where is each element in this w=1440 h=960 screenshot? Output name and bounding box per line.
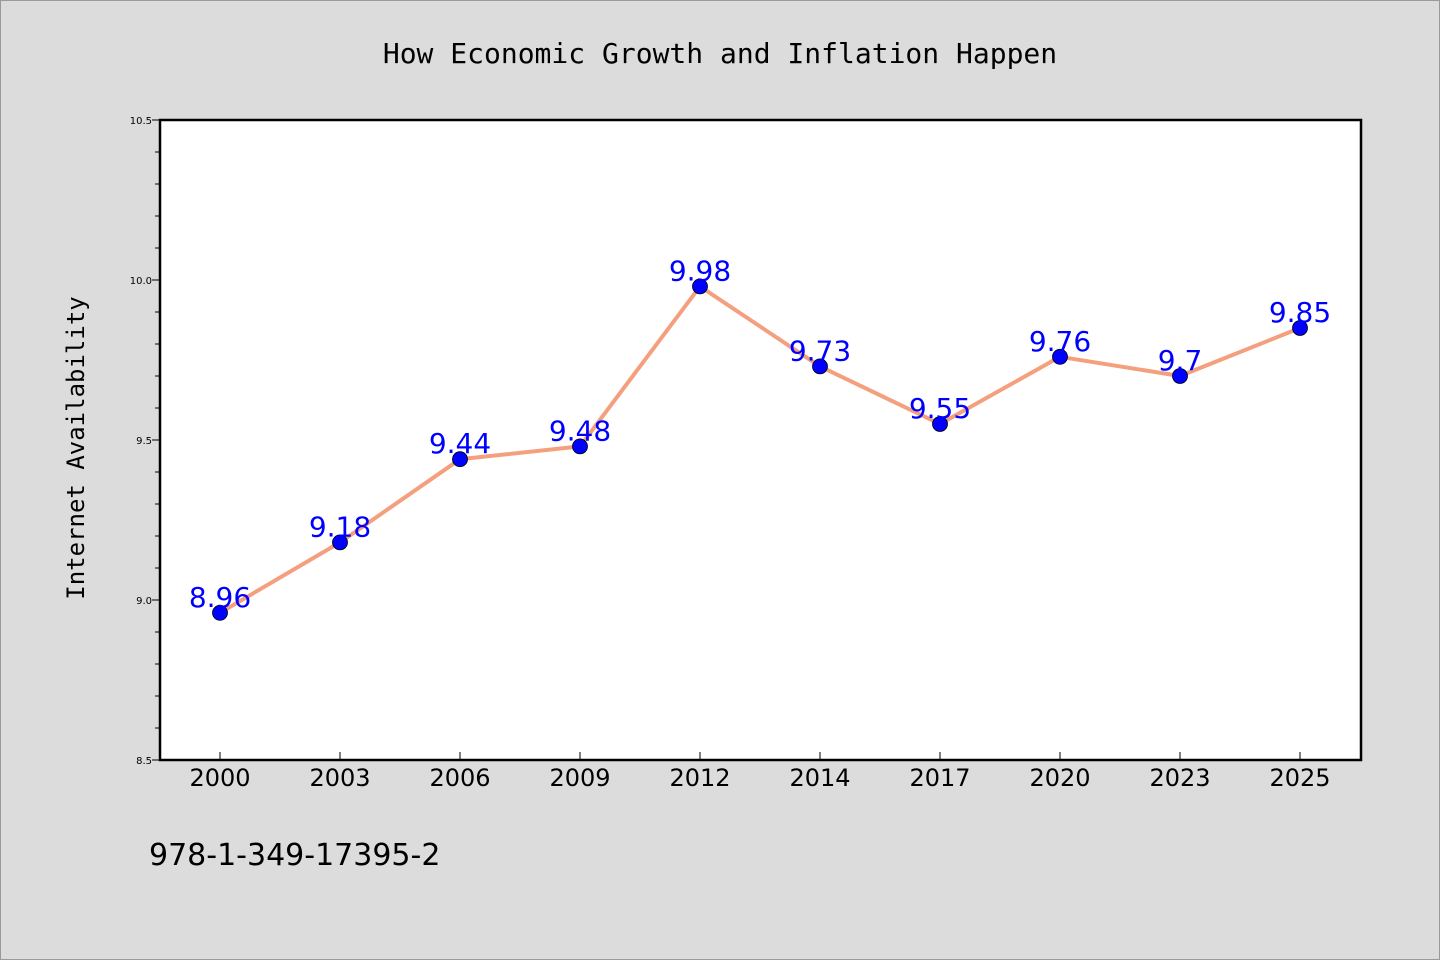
plot-area xyxy=(158,118,1363,762)
data-point xyxy=(452,451,468,468)
chart-title: How Economic Growth and Inflation Happen xyxy=(383,37,1057,70)
x-tick-label: 2017 xyxy=(909,764,970,792)
y-tick-label: 10.0 xyxy=(130,276,152,287)
data-point xyxy=(212,604,228,621)
y-tick-label: 9.5 xyxy=(136,436,152,447)
data-point xyxy=(1292,320,1308,336)
x-tick-label: 2009 xyxy=(549,764,610,792)
data-label: 9.85 xyxy=(1269,296,1331,329)
data-point xyxy=(812,358,828,375)
data-label: 9.76 xyxy=(1029,325,1091,358)
data-point xyxy=(1172,368,1188,384)
x-tick-label: 2014 xyxy=(789,764,850,792)
x-axis-ticks: 2000 2003 2006 2009 2012 2014 2017 2020 2023 2025 xyxy=(189,752,1331,792)
x-tick-label: 2003 xyxy=(309,764,370,792)
series-layer: 8.96 9.18 9.44 9.48 9.98 9.73 9.55 9.76 9.7 9.85 xyxy=(189,254,1331,621)
x-tick-label: 2006 xyxy=(429,764,490,792)
data-label: 9.73 xyxy=(789,334,851,367)
series-line xyxy=(218,284,1301,615)
x-tick-label: 2025 xyxy=(1269,764,1330,792)
x-tick-label: 2012 xyxy=(669,764,730,792)
data-label: 8.96 xyxy=(189,581,251,614)
data-label: 9.48 xyxy=(549,414,611,447)
data-point xyxy=(932,416,948,432)
data-label: 9.98 xyxy=(669,254,731,287)
y-tick-label: 8.5 xyxy=(136,756,152,767)
data-label: 9.55 xyxy=(909,392,971,425)
x-tick-label: 2020 xyxy=(1029,764,1090,792)
isbn-text: 978-1-349-17395-2 xyxy=(149,838,440,873)
data-point xyxy=(572,438,588,455)
y-tick-label: 10.5 xyxy=(130,116,152,127)
data-label: 9.44 xyxy=(429,427,491,460)
y-axis-label: Internet Availability xyxy=(62,296,90,599)
data-label: 9.7 xyxy=(1158,344,1203,377)
data-point xyxy=(1052,348,1068,365)
x-tick-label: 2000 xyxy=(189,764,250,792)
y-tick-label: 9.0 xyxy=(136,596,152,607)
data-point xyxy=(332,534,348,551)
y-axis-ticks: 8.5 9.0 9.5 10.0 10.5 xyxy=(130,116,160,767)
data-point xyxy=(692,278,708,295)
data-label: 9.18 xyxy=(309,510,371,543)
x-tick-label: 2023 xyxy=(1149,764,1210,792)
